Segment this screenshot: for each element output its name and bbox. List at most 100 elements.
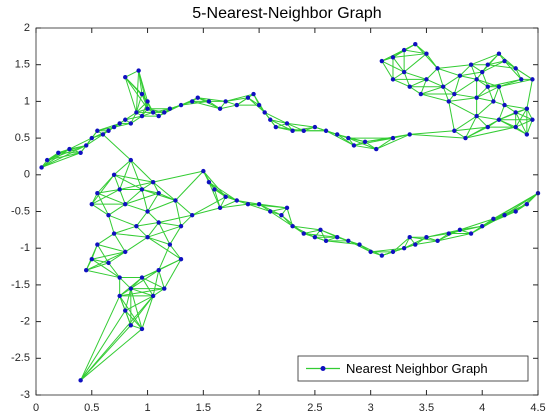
edge [91,189,120,205]
edge [153,170,204,183]
node [407,132,412,137]
edge [163,258,182,289]
edge [448,100,477,117]
node [513,124,518,130]
node [56,150,61,155]
edge [124,288,132,311]
edge [504,104,527,110]
edge [470,64,483,73]
x-tick-label: 2.5 [307,402,322,414]
edge [180,214,193,227]
y-tick-label: -2 [20,316,30,328]
node [106,212,111,218]
edge [214,189,221,208]
node [273,124,279,130]
edge [208,181,226,198]
edge [136,211,148,227]
node [117,187,122,192]
node [128,286,134,291]
edge [270,207,288,212]
node [145,99,150,104]
edge [141,269,159,279]
edge [459,218,494,231]
node [84,268,89,273]
node [223,194,228,200]
edge [114,233,148,238]
plot-frame [35,27,539,396]
node [401,69,407,75]
node [84,143,89,148]
edge [392,78,410,88]
node [301,128,306,133]
node [245,95,251,100]
node [413,242,418,247]
node [139,326,145,332]
edge [320,229,349,242]
y-tick-label: 0 [24,169,30,181]
node [156,220,161,225]
edge [108,251,126,264]
edge [96,244,109,264]
edge [80,328,143,381]
edge [487,86,494,102]
node [362,139,368,144]
node [145,234,150,240]
legend-marker [320,366,326,371]
edge [247,203,271,212]
edge [498,53,517,69]
node [379,58,385,64]
edge [498,108,528,121]
edge [136,225,148,238]
node [424,51,429,56]
edge [119,181,154,190]
edge [482,60,505,73]
y-tick-label: -0.5 [11,205,30,217]
edge [169,225,182,245]
edge [208,181,238,201]
node [95,242,100,247]
edge [303,233,338,238]
node [290,223,295,229]
edge [448,101,455,131]
node [390,55,396,60]
y-tick-label: -1.5 [11,279,30,291]
edge [420,93,449,102]
node [463,135,468,141]
edge [80,310,126,381]
node [139,113,145,119]
edge [91,258,120,278]
edge [459,64,472,77]
node [374,146,379,152]
node [217,205,223,211]
edge [459,75,477,80]
node [134,110,139,115]
edge [442,75,461,88]
edge [108,214,137,227]
node [206,99,212,104]
node [524,201,530,207]
edge [437,233,472,242]
x-tick-label: 3 [368,402,374,414]
edge [515,112,528,135]
node [189,99,195,104]
edge [108,203,126,216]
node [290,128,295,133]
node [234,198,239,203]
node [156,190,161,196]
edge [113,174,143,190]
edge [415,236,427,245]
edge [125,192,159,205]
edge [225,93,254,102]
edge [124,77,137,113]
node [251,91,256,97]
edge [303,229,321,235]
edge [147,236,171,246]
edge [124,310,143,330]
node [117,121,122,126]
node [519,77,524,82]
node [379,253,385,258]
edge [392,71,405,80]
node [195,95,200,100]
node [39,165,44,170]
